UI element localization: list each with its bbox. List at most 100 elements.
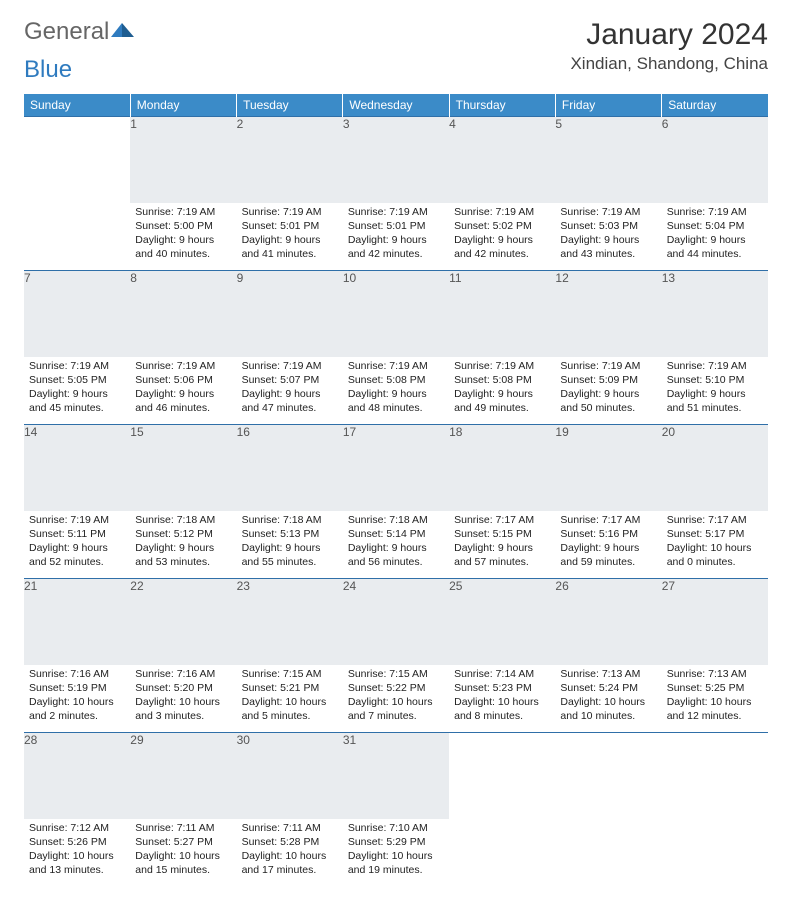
day-cell: Sunrise: 7:19 AMSunset: 5:04 PMDaylight:…	[662, 203, 768, 271]
day1-line: Daylight: 10 hours	[29, 849, 125, 863]
day1-line: Daylight: 9 hours	[348, 233, 444, 247]
sunrise-line: Sunrise: 7:19 AM	[560, 359, 656, 373]
logo-mark-icon	[111, 18, 135, 46]
day-cell-body: Sunrise: 7:17 AMSunset: 5:16 PMDaylight:…	[555, 511, 661, 574]
week-daynum-row: 14151617181920	[24, 425, 768, 511]
day-cell-body: Sunrise: 7:19 AMSunset: 5:05 PMDaylight:…	[24, 357, 130, 420]
sunset-line: Sunset: 5:27 PM	[135, 835, 231, 849]
sunrise-line: Sunrise: 7:19 AM	[667, 205, 763, 219]
sunset-line: Sunset: 5:02 PM	[454, 219, 550, 233]
sunset-line: Sunset: 5:10 PM	[667, 373, 763, 387]
sunset-line: Sunset: 5:04 PM	[667, 219, 763, 233]
day-number: 6	[662, 117, 768, 203]
sunset-line: Sunset: 5:15 PM	[454, 527, 550, 541]
day-cell: Sunrise: 7:19 AMSunset: 5:08 PMDaylight:…	[449, 357, 555, 425]
day1-line: Daylight: 9 hours	[454, 387, 550, 401]
day2-line: and 52 minutes.	[29, 555, 125, 569]
day-cell: Sunrise: 7:17 AMSunset: 5:15 PMDaylight:…	[449, 511, 555, 579]
sunrise-line: Sunrise: 7:18 AM	[242, 513, 338, 527]
sunrise-line: Sunrise: 7:19 AM	[29, 359, 125, 373]
sunrise-line: Sunrise: 7:10 AM	[348, 821, 444, 835]
sunset-line: Sunset: 5:09 PM	[560, 373, 656, 387]
sunrise-line: Sunrise: 7:15 AM	[348, 667, 444, 681]
sunset-line: Sunset: 5:23 PM	[454, 681, 550, 695]
day-number: 25	[449, 579, 555, 665]
month-title: January 2024	[570, 18, 768, 52]
day1-line: Daylight: 9 hours	[29, 541, 125, 555]
day1-line: Daylight: 10 hours	[667, 695, 763, 709]
sunset-line: Sunset: 5:08 PM	[348, 373, 444, 387]
day2-line: and 56 minutes.	[348, 555, 444, 569]
sunrise-line: Sunrise: 7:17 AM	[667, 513, 763, 527]
day-cell: Sunrise: 7:14 AMSunset: 5:23 PMDaylight:…	[449, 665, 555, 733]
day1-line: Daylight: 9 hours	[135, 233, 231, 247]
day-cell-body: Sunrise: 7:19 AMSunset: 5:08 PMDaylight:…	[449, 357, 555, 420]
day-cell: Sunrise: 7:11 AMSunset: 5:27 PMDaylight:…	[130, 819, 236, 887]
day2-line: and 59 minutes.	[560, 555, 656, 569]
day-number	[662, 733, 768, 819]
day-cell: Sunrise: 7:18 AMSunset: 5:14 PMDaylight:…	[343, 511, 449, 579]
day-cell: Sunrise: 7:19 AMSunset: 5:11 PMDaylight:…	[24, 511, 130, 579]
day-cell: Sunrise: 7:16 AMSunset: 5:19 PMDaylight:…	[24, 665, 130, 733]
sunset-line: Sunset: 5:16 PM	[560, 527, 656, 541]
day-number: 10	[343, 271, 449, 357]
day-cell-body: Sunrise: 7:19 AMSunset: 5:00 PMDaylight:…	[130, 203, 236, 266]
day-cell-body: Sunrise: 7:19 AMSunset: 5:03 PMDaylight:…	[555, 203, 661, 266]
day2-line: and 41 minutes.	[242, 247, 338, 261]
sunset-line: Sunset: 5:13 PM	[242, 527, 338, 541]
sunset-line: Sunset: 5:28 PM	[242, 835, 338, 849]
title-block: January 2024 Xindian, Shandong, China	[570, 18, 768, 74]
day2-line: and 2 minutes.	[29, 709, 125, 723]
day-cell-body: Sunrise: 7:19 AMSunset: 5:01 PMDaylight:…	[343, 203, 449, 266]
location-label: Xindian, Shandong, China	[570, 54, 768, 74]
day2-line: and 46 minutes.	[135, 401, 231, 415]
day2-line: and 51 minutes.	[667, 401, 763, 415]
day-number: 15	[130, 425, 236, 511]
week-daynum-row: 28293031	[24, 733, 768, 819]
day-cell-body: Sunrise: 7:15 AMSunset: 5:21 PMDaylight:…	[237, 665, 343, 728]
day-cell: Sunrise: 7:19 AMSunset: 5:08 PMDaylight:…	[343, 357, 449, 425]
day-number: 3	[343, 117, 449, 203]
day1-line: Daylight: 10 hours	[242, 849, 338, 863]
day-cell: Sunrise: 7:19 AMSunset: 5:10 PMDaylight:…	[662, 357, 768, 425]
sunset-line: Sunset: 5:19 PM	[29, 681, 125, 695]
day-number: 23	[237, 579, 343, 665]
day1-line: Daylight: 9 hours	[560, 541, 656, 555]
sunrise-line: Sunrise: 7:19 AM	[454, 359, 550, 373]
sunrise-line: Sunrise: 7:17 AM	[454, 513, 550, 527]
day-cell: Sunrise: 7:19 AMSunset: 5:09 PMDaylight:…	[555, 357, 661, 425]
dayhdr-sun: Sunday	[24, 94, 130, 117]
day-cell-body: Sunrise: 7:19 AMSunset: 5:09 PMDaylight:…	[555, 357, 661, 420]
day2-line: and 12 minutes.	[667, 709, 763, 723]
day-cell	[449, 819, 555, 887]
sunrise-line: Sunrise: 7:19 AM	[348, 359, 444, 373]
sunset-line: Sunset: 5:12 PM	[135, 527, 231, 541]
sunset-line: Sunset: 5:26 PM	[29, 835, 125, 849]
day1-line: Daylight: 9 hours	[29, 387, 125, 401]
day-cell: Sunrise: 7:13 AMSunset: 5:25 PMDaylight:…	[662, 665, 768, 733]
brand-part2: Blue	[24, 56, 72, 83]
week-body-row: Sunrise: 7:19 AMSunset: 5:05 PMDaylight:…	[24, 357, 768, 425]
sunrise-line: Sunrise: 7:19 AM	[242, 359, 338, 373]
sunset-line: Sunset: 5:25 PM	[667, 681, 763, 695]
sunrise-line: Sunrise: 7:19 AM	[29, 513, 125, 527]
sunrise-line: Sunrise: 7:19 AM	[135, 359, 231, 373]
day-number: 31	[343, 733, 449, 819]
day-cell-body: Sunrise: 7:12 AMSunset: 5:26 PMDaylight:…	[24, 819, 130, 882]
day2-line: and 0 minutes.	[667, 555, 763, 569]
day-cell: Sunrise: 7:19 AMSunset: 5:06 PMDaylight:…	[130, 357, 236, 425]
dayhdr-tue: Tuesday	[237, 94, 343, 117]
day1-line: Daylight: 9 hours	[242, 387, 338, 401]
sunset-line: Sunset: 5:11 PM	[29, 527, 125, 541]
day2-line: and 47 minutes.	[242, 401, 338, 415]
day-number: 21	[24, 579, 130, 665]
day-cell: Sunrise: 7:19 AMSunset: 5:00 PMDaylight:…	[130, 203, 236, 271]
week-daynum-row: 78910111213	[24, 271, 768, 357]
sunset-line: Sunset: 5:24 PM	[560, 681, 656, 695]
day-cell-body: Sunrise: 7:18 AMSunset: 5:14 PMDaylight:…	[343, 511, 449, 574]
day-cell-body: Sunrise: 7:19 AMSunset: 5:04 PMDaylight:…	[662, 203, 768, 266]
sunrise-line: Sunrise: 7:16 AM	[29, 667, 125, 681]
sunrise-line: Sunrise: 7:15 AM	[242, 667, 338, 681]
brand-part1: General	[24, 18, 109, 46]
week-daynum-row: 21222324252627	[24, 579, 768, 665]
